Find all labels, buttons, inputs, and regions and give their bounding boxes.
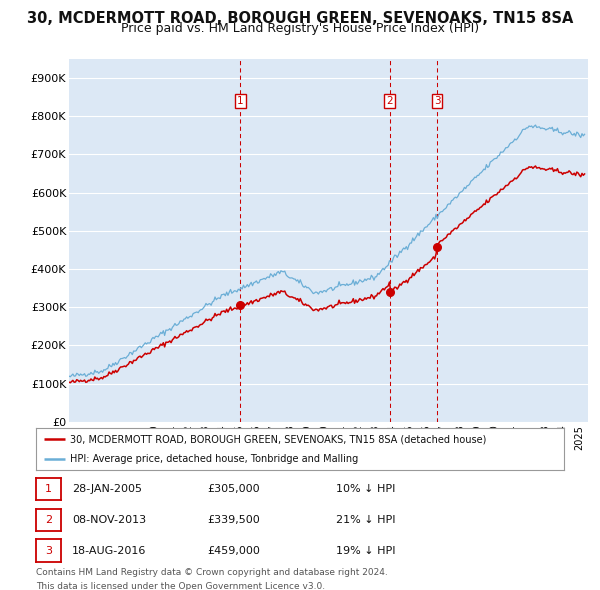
- Text: HPI: Average price, detached house, Tonbridge and Malling: HPI: Average price, detached house, Tonb…: [70, 454, 359, 464]
- Text: £305,000: £305,000: [207, 484, 260, 494]
- Text: £339,500: £339,500: [207, 515, 260, 525]
- Text: 3: 3: [45, 546, 52, 556]
- Text: 28-JAN-2005: 28-JAN-2005: [72, 484, 142, 494]
- Text: 10% ↓ HPI: 10% ↓ HPI: [336, 484, 395, 494]
- Text: 18-AUG-2016: 18-AUG-2016: [72, 546, 146, 556]
- Text: 3: 3: [434, 96, 440, 106]
- Text: 30, MCDERMOTT ROAD, BOROUGH GREEN, SEVENOAKS, TN15 8SA: 30, MCDERMOTT ROAD, BOROUGH GREEN, SEVEN…: [27, 11, 573, 25]
- Text: Price paid vs. HM Land Registry's House Price Index (HPI): Price paid vs. HM Land Registry's House …: [121, 22, 479, 35]
- Text: 1: 1: [237, 96, 244, 106]
- Text: Contains HM Land Registry data © Crown copyright and database right 2024.: Contains HM Land Registry data © Crown c…: [36, 568, 388, 576]
- Text: 21% ↓ HPI: 21% ↓ HPI: [336, 515, 395, 525]
- Text: 19% ↓ HPI: 19% ↓ HPI: [336, 546, 395, 556]
- Text: 08-NOV-2013: 08-NOV-2013: [72, 515, 146, 525]
- Text: 30, MCDERMOTT ROAD, BOROUGH GREEN, SEVENOAKS, TN15 8SA (detached house): 30, MCDERMOTT ROAD, BOROUGH GREEN, SEVEN…: [70, 434, 487, 444]
- Text: This data is licensed under the Open Government Licence v3.0.: This data is licensed under the Open Gov…: [36, 582, 325, 590]
- Text: 2: 2: [45, 515, 52, 525]
- Text: 2: 2: [386, 96, 393, 106]
- Text: 1: 1: [45, 484, 52, 494]
- Text: £459,000: £459,000: [207, 546, 260, 556]
